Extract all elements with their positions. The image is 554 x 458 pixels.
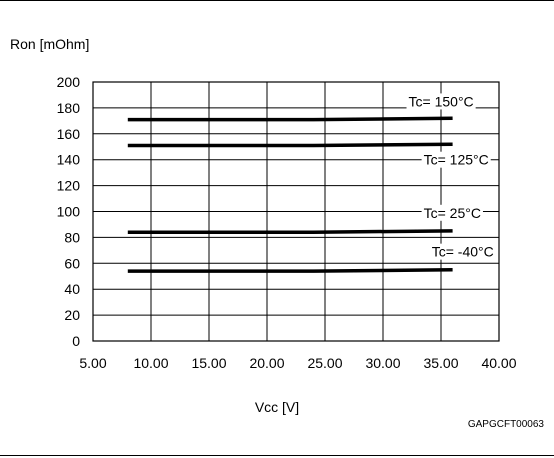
y-tick-label-10: 200 bbox=[57, 74, 81, 90]
y-tick-label-6: 120 bbox=[57, 178, 81, 194]
series-line-0 bbox=[127, 116, 453, 122]
x-axis-label: Vcc [V] bbox=[254, 399, 300, 415]
series-label-2: Tc= 25°C bbox=[424, 205, 481, 221]
y-tick-label-1: 20 bbox=[64, 307, 80, 323]
series-label-bg-2 bbox=[421, 204, 483, 221]
x-tick-label-1: 10.00 bbox=[133, 355, 168, 371]
series-label-1: Tc= 125°C bbox=[424, 152, 489, 168]
x-tick-label-6: 35.00 bbox=[423, 355, 458, 371]
y-axis-label: Ron [mOhm] bbox=[10, 36, 90, 52]
series-line-3 bbox=[127, 268, 453, 273]
series-line-1 bbox=[127, 142, 453, 148]
series-label-3: Tc= -40°C bbox=[432, 244, 494, 260]
y-tick-label-7: 140 bbox=[57, 152, 81, 168]
top-rule bbox=[0, 0, 554, 1]
x-tick-label-3: 20.00 bbox=[249, 355, 284, 371]
y-tick-label-5: 100 bbox=[57, 204, 81, 220]
series-label-0: Tc= 150°C bbox=[409, 93, 474, 109]
y-tick-label-3: 60 bbox=[64, 255, 80, 271]
y-tick-label-8: 160 bbox=[57, 126, 81, 142]
series-label-bg-3 bbox=[429, 243, 496, 260]
series-label-bg-1 bbox=[421, 151, 491, 168]
y-tick-label-9: 180 bbox=[57, 100, 81, 116]
bottom-rule bbox=[0, 455, 554, 456]
series-label-bg-0 bbox=[406, 93, 476, 110]
y-tick-label-2: 40 bbox=[64, 281, 80, 297]
y-tick-label-4: 80 bbox=[64, 229, 80, 245]
x-tick-label-4: 25.00 bbox=[307, 355, 342, 371]
y-tick-label-0: 0 bbox=[72, 333, 80, 349]
series-line-2 bbox=[127, 229, 453, 234]
figure-id: GAPGCFT00063 bbox=[467, 419, 544, 430]
x-tick-label-5: 30.00 bbox=[365, 355, 400, 371]
x-tick-label-2: 15.00 bbox=[191, 355, 226, 371]
x-tick-label-7: 40.00 bbox=[481, 355, 516, 371]
x-tick-label-0: 5.00 bbox=[79, 355, 106, 371]
plot-frame bbox=[92, 81, 500, 342]
